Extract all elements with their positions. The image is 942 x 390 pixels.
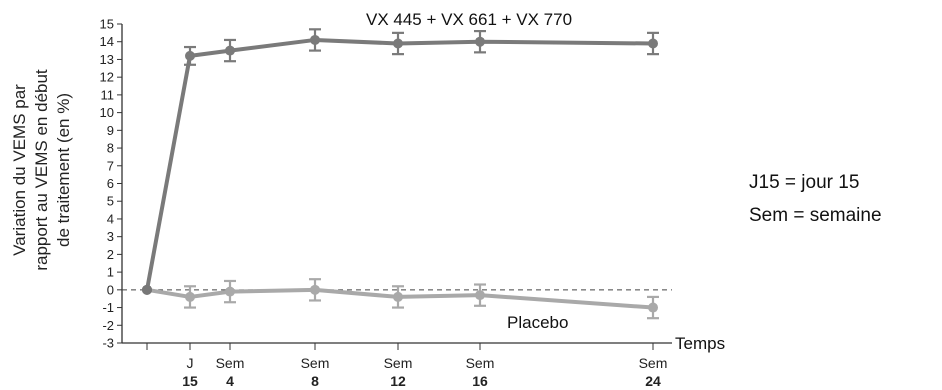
x-tick-label-1: J bbox=[187, 355, 194, 371]
data-point-0-2 bbox=[225, 45, 235, 56]
x-tick-label-4-number: 12 bbox=[390, 373, 406, 389]
y-axis-label-line-3: de traitement (en %) bbox=[54, 93, 73, 247]
x-tick-label-2-number: 4 bbox=[226, 373, 234, 389]
x-axis: J 15 Sem 4 Sem 8 Sem 12 Sem 16 Sem 24 bbox=[122, 342, 672, 389]
y-tick-label-15: 15 bbox=[100, 17, 114, 32]
y-tick-label--2: -2 bbox=[102, 318, 114, 333]
y-tick-label-12: 12 bbox=[100, 70, 114, 85]
x-tick-label-3: Sem bbox=[301, 355, 330, 371]
y-tick-label-7: 7 bbox=[107, 158, 114, 173]
x-tick-label-4: Sem bbox=[384, 355, 413, 371]
y-tick-label-6: 6 bbox=[107, 176, 114, 191]
data-point-0-5 bbox=[475, 36, 485, 47]
y-tick-label-13: 13 bbox=[100, 52, 114, 67]
y-axis-label: Variation du VEMS par rapport au VEMS en … bbox=[10, 69, 73, 271]
x-tick-label-2: Sem bbox=[216, 355, 245, 371]
y-tick-label-11: 11 bbox=[101, 87, 115, 102]
y-axis-label-line-2: rapport au VEMS en début bbox=[32, 69, 51, 271]
x-tick-label-6: Sem bbox=[639, 355, 668, 371]
y-tick-label--1: -1 bbox=[102, 300, 114, 315]
data-point-0-4 bbox=[393, 38, 403, 49]
data-point-0-1 bbox=[185, 50, 195, 61]
y-tick-label-0: 0 bbox=[107, 282, 114, 297]
y-tick-label-8: 8 bbox=[107, 141, 114, 156]
series-label-treatment: VX 445 + VX 661 + VX 770 bbox=[366, 10, 572, 29]
data-point-1-4 bbox=[393, 291, 403, 302]
x-tick-label-3-number: 8 bbox=[311, 373, 319, 389]
data-point-0-6 bbox=[648, 38, 658, 49]
data-point-1-3 bbox=[310, 284, 320, 295]
data-point-1-2 bbox=[225, 286, 235, 297]
data-point-0-3 bbox=[310, 34, 320, 45]
y-tick-label-1: 1 bbox=[107, 265, 114, 280]
note-sem: Sem = semaine bbox=[749, 205, 882, 226]
y-tick-label--3: -3 bbox=[102, 336, 114, 351]
y-tick-label-2: 2 bbox=[107, 247, 114, 262]
series-layer bbox=[142, 28, 659, 320]
data-point-0-0 bbox=[142, 284, 152, 295]
y-tick-label-3: 3 bbox=[107, 229, 114, 244]
series-0 bbox=[142, 28, 659, 295]
y-tick-label-14: 14 bbox=[100, 34, 114, 49]
y-tick-label-9: 9 bbox=[107, 123, 114, 138]
x-axis-title: Temps bbox=[675, 334, 725, 353]
series-1 bbox=[142, 278, 659, 320]
data-point-1-6 bbox=[648, 302, 658, 313]
series-label-placebo: Placebo bbox=[507, 313, 568, 332]
note-j15: J15 = jour 15 bbox=[749, 172, 860, 193]
y-axis-label-line-1: Variation du VEMS par bbox=[10, 84, 29, 256]
x-tick-label-1-number: 15 bbox=[182, 373, 198, 389]
x-tick-label-5: Sem bbox=[466, 355, 495, 371]
x-tick-label-5-number: 16 bbox=[472, 373, 488, 389]
data-point-1-1 bbox=[185, 291, 195, 302]
data-point-1-5 bbox=[475, 290, 485, 301]
x-tick-label-6-number: 24 bbox=[645, 373, 661, 389]
y-tick-label-10: 10 bbox=[100, 105, 114, 120]
y-tick-label-5: 5 bbox=[107, 194, 114, 209]
series-line-0 bbox=[145, 37, 654, 291]
y-tick-label-4: 4 bbox=[107, 211, 114, 226]
